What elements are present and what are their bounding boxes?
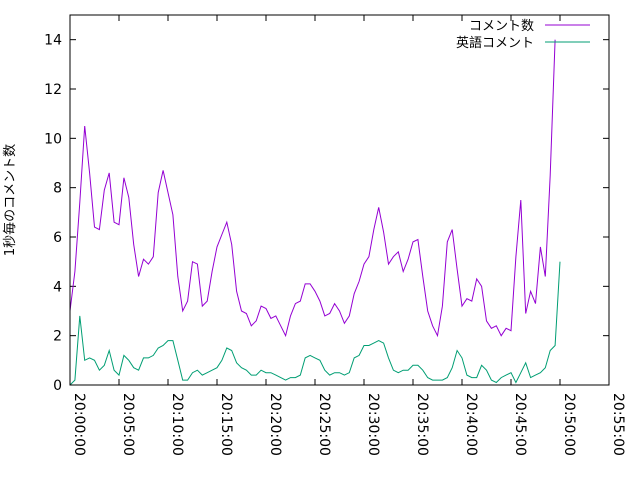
series-group	[69, 39, 561, 386]
series-line-2	[69, 261, 561, 386]
x-tick-label: 20:00:00	[71, 393, 87, 456]
y-tick-label: 10	[44, 131, 62, 147]
x-tick-label: 20:50:00	[561, 393, 577, 456]
x-tick-label: 20:05:00	[120, 393, 136, 456]
x-tick-label: 20:30:00	[365, 393, 381, 456]
y-axis-label: 1秒毎のコメント数	[2, 144, 18, 256]
series-line-1	[69, 39, 556, 338]
plot-frame	[69, 14, 610, 386]
x-tick-label: 20:55:00	[610, 393, 626, 456]
x-tick-label: 20:20:00	[267, 393, 283, 456]
y-tick-label: 4	[53, 279, 62, 295]
x-tick-label: 20:45:00	[512, 393, 528, 456]
y-tick-labels: 0 2 4 6 8 10 12 14	[44, 33, 62, 394]
x-tick-label: 20:35:00	[414, 393, 430, 456]
x-tick-label: 20:40:00	[463, 393, 479, 456]
axis-ticks	[69, 15, 610, 386]
x-tick-label: 20:15:00	[218, 393, 234, 456]
legend-label: コメント数	[469, 19, 534, 34]
y-tick-label: 12	[44, 82, 62, 98]
y-tick-label: 2	[53, 329, 62, 345]
x-tick-labels: 20:00:00 20:05:00 20:10:00 20:15:00 20:20:00…	[71, 393, 626, 456]
y-tick-label: 0	[53, 378, 62, 394]
x-tick-label: 20:10:00	[169, 393, 185, 456]
x-tick-label: 20:25:00	[316, 393, 332, 456]
y-tick-label: 6	[53, 230, 62, 246]
y-tick-label: 14	[44, 33, 62, 49]
legend-label: 英語コメント	[456, 35, 534, 51]
y-tick-label: 8	[53, 181, 62, 197]
